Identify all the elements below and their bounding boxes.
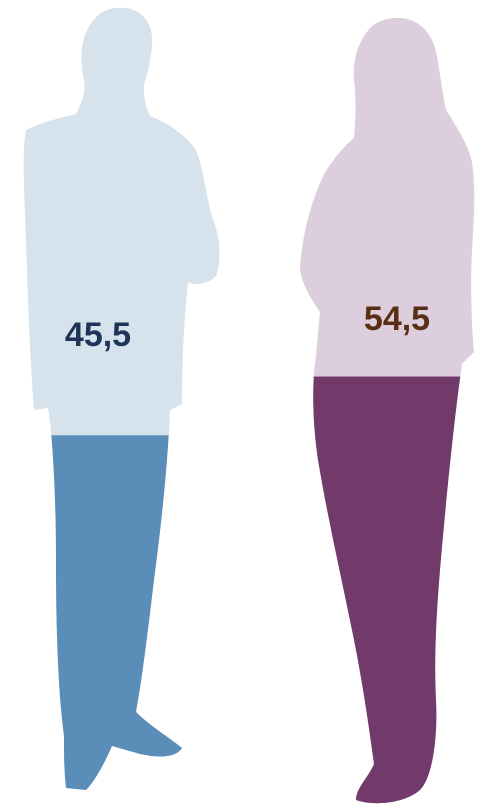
female-value-fill	[300, 376, 475, 804]
female-silhouette	[300, 18, 475, 804]
male-value-label: 45,5	[65, 316, 131, 354]
male-value-fill	[23, 435, 220, 790]
female-value-label: 54,5	[364, 300, 430, 338]
male-silhouette	[23, 7, 220, 790]
